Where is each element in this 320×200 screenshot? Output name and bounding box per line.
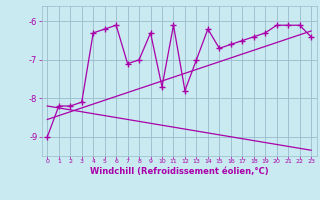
X-axis label: Windchill (Refroidissement éolien,°C): Windchill (Refroidissement éolien,°C) <box>90 167 268 176</box>
